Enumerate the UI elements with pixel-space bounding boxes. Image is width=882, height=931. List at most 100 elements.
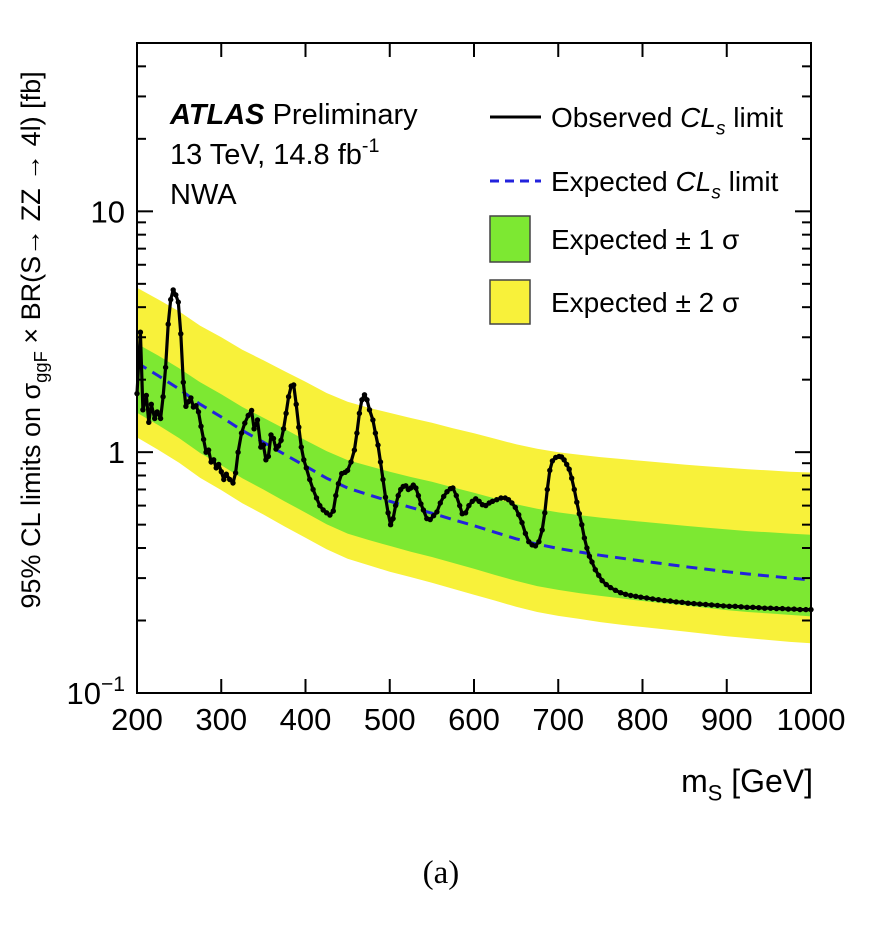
data-point: [333, 492, 339, 499]
data-point: [512, 504, 518, 511]
data-point: [732, 603, 738, 609]
legend-item-band_1sigma: Expected ± 1 σ: [489, 215, 739, 263]
atlas-preliminary-label: ATLAS Preliminary: [169, 99, 418, 131]
y-tick-label: 10−1: [66, 673, 125, 711]
band-band_1sigma: [137, 343, 811, 617]
data-point: [195, 409, 202, 415]
data-point: [603, 581, 609, 588]
data-point: [649, 596, 656, 602]
data-point: [708, 602, 715, 608]
data-point: [519, 519, 525, 526]
data-point: [667, 598, 673, 604]
data-point: [335, 481, 342, 487]
data-point: [547, 467, 553, 474]
data-point: [146, 419, 152, 425]
data-point: [489, 498, 496, 504]
data-point: [137, 329, 144, 335]
data-point: [607, 584, 614, 591]
legend-label: Expected ± 1 σ: [551, 224, 739, 255]
data-point: [152, 415, 158, 422]
data-point: [293, 401, 299, 407]
data-point: [162, 364, 169, 371]
data-point: [380, 476, 386, 483]
data-point: [564, 461, 570, 468]
data-point: [673, 599, 679, 605]
data-point: [779, 605, 786, 612]
data-point: [254, 417, 261, 423]
data-point: [395, 492, 401, 499]
data-point: [703, 601, 709, 608]
data-point: [160, 394, 166, 400]
data-point: [235, 449, 241, 455]
data-point: [238, 430, 245, 436]
y-tick-label: 1: [108, 435, 125, 470]
data-point: [175, 299, 181, 305]
data-point: [330, 508, 336, 514]
data-point: [561, 457, 567, 463]
data-point: [622, 591, 629, 597]
data-point: [532, 543, 539, 549]
data-point: [361, 392, 368, 398]
data-point: [188, 395, 194, 401]
data-point: [310, 486, 316, 493]
data-point: [762, 605, 768, 611]
data-point: [589, 559, 595, 565]
x-tick-label-200: 200: [111, 702, 163, 737]
x-tick-label-700: 700: [532, 702, 584, 737]
data-point: [476, 498, 482, 504]
data-point: [354, 430, 360, 436]
data-point: [505, 497, 512, 503]
x-tick-label-1000: 1000: [777, 702, 846, 737]
data-point: [218, 469, 224, 475]
data-point: [542, 510, 548, 516]
data-point: [744, 604, 750, 610]
x-tick-label-900: 900: [701, 702, 753, 737]
data-point: [574, 499, 580, 505]
data-point: [359, 397, 365, 403]
data-point: [165, 321, 171, 327]
legend-label: Expected ± 2 σ: [551, 287, 739, 318]
data-point: [498, 495, 504, 501]
x-tick-label-800: 800: [617, 702, 669, 737]
data-point: [579, 522, 585, 528]
data-point: [509, 500, 515, 506]
data-point: [569, 475, 575, 481]
data-point: [536, 539, 542, 545]
data-point: [157, 415, 164, 422]
data-point: [183, 403, 189, 409]
data-point: [544, 486, 550, 493]
data-point: [644, 595, 650, 601]
data-point: [430, 513, 437, 519]
atlas-annotation: ATLAS Preliminary 13 TeV, 14.8 fb-1 NWA: [169, 99, 418, 211]
data-point: [691, 600, 697, 607]
data-point: [313, 495, 320, 501]
data-point: [375, 442, 381, 448]
data-point: [248, 407, 255, 414]
data-point: [661, 597, 668, 604]
data-point: [275, 443, 282, 449]
figure-caption: (a): [422, 855, 460, 891]
data-point: [750, 604, 756, 610]
data-point: [633, 593, 639, 599]
data-point: [576, 511, 582, 517]
x-tick-labels: 200 300 400 500 600 700 800 900 1000: [111, 702, 845, 737]
legend: Observed CLs limit Expected CLs limit Expe…: [489, 102, 783, 325]
data-point: [586, 553, 593, 559]
data-point: [200, 436, 207, 443]
data-point: [434, 509, 440, 515]
data-point: [377, 459, 384, 465]
data-point: [298, 444, 304, 450]
data-point: [283, 410, 289, 416]
legend-label: Observed CLs limit: [551, 102, 783, 139]
data-point: [366, 407, 373, 413]
data-point: [148, 401, 154, 407]
data-point: [584, 545, 590, 551]
data-point: [205, 447, 212, 453]
expected-limit-curve: [136, 361, 812, 582]
legend-item-expected: Expected CLs limit: [490, 166, 779, 203]
data-point: [173, 292, 179, 298]
data-point: [457, 502, 463, 509]
data-point: [494, 497, 500, 503]
